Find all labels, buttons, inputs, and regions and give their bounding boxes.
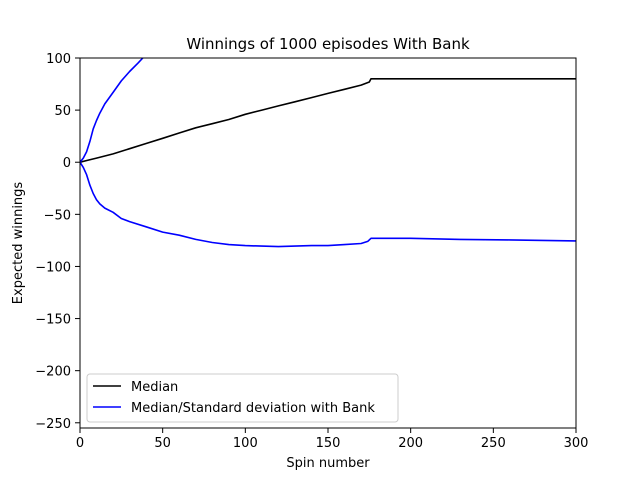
x-tick-label: 200 bbox=[398, 436, 423, 451]
x-tick-label: 50 bbox=[154, 436, 171, 451]
legend-stddev-label: Median/Standard deviation with Bank bbox=[131, 401, 375, 416]
x-tick-label: 300 bbox=[564, 436, 589, 451]
y-tick-label: −250 bbox=[35, 417, 71, 432]
x-tick-label: 0 bbox=[76, 436, 84, 451]
y-tick-label: −150 bbox=[35, 313, 71, 328]
x-axis-label: Spin number bbox=[286, 456, 370, 471]
median-series-line bbox=[80, 78, 576, 163]
y-tick-label: 100 bbox=[46, 52, 71, 67]
axes-layer: 0 50 100 150 200 250 300 100 50 0 −50 −100 −150 −200 −… bbox=[35, 52, 588, 451]
chart-title: Winnings of 1000 episodes With Bank bbox=[186, 35, 470, 53]
y-tick-label: 50 bbox=[54, 104, 71, 119]
legend-box bbox=[86, 373, 399, 423]
legend-median-label: Median bbox=[131, 380, 178, 395]
x-tick-label: 100 bbox=[233, 436, 258, 451]
y-tick-label: 0 bbox=[63, 156, 71, 171]
stddev-lower-series-line bbox=[80, 161, 576, 248]
plot-frame bbox=[79, 57, 577, 429]
y-axis-label: Expected winnings bbox=[11, 182, 26, 305]
series-layer bbox=[80, 58, 576, 248]
y-tick-label: −50 bbox=[44, 208, 71, 223]
x-tick-label: 150 bbox=[316, 436, 341, 451]
legend: Median Median/Standard deviation with Ba… bbox=[86, 373, 399, 423]
y-tick-label: −200 bbox=[35, 365, 71, 380]
x-tick-label: 250 bbox=[481, 436, 506, 451]
stddev-upper-series-line bbox=[80, 58, 144, 163]
y-tick-label: −100 bbox=[35, 260, 71, 275]
